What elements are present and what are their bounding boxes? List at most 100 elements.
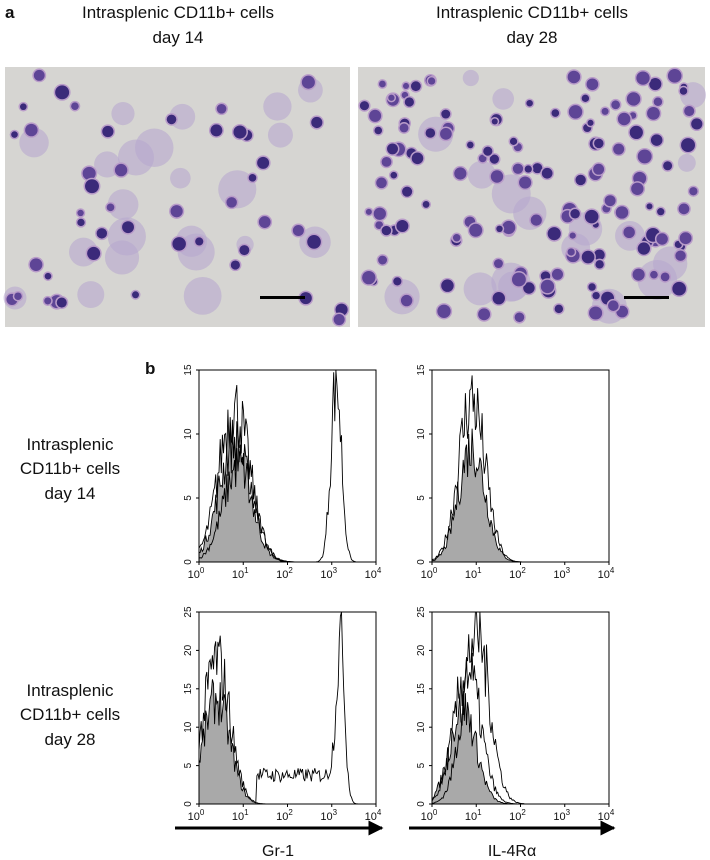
nucleus <box>502 220 516 235</box>
x-tick-label: 102 <box>276 808 293 823</box>
x-tick-label: 100 <box>421 566 438 581</box>
nucleus <box>540 279 555 294</box>
tick-base: 10 <box>188 811 200 823</box>
nucleus <box>595 260 604 269</box>
nucleus <box>20 103 27 111</box>
nucleus <box>387 143 398 155</box>
nucleus <box>301 75 315 89</box>
nucleus <box>656 233 668 245</box>
nucleus <box>77 218 85 227</box>
nucleus <box>592 291 600 300</box>
nucleus <box>637 242 651 255</box>
nucleus <box>441 109 451 119</box>
y-tick-label: 15 <box>183 364 194 376</box>
nucleus <box>469 223 483 237</box>
tick-base: 10 <box>320 569 332 581</box>
nucleus <box>667 69 682 83</box>
nucleus <box>230 260 240 270</box>
y-tick-label: 10 <box>183 428 194 440</box>
nucleus <box>233 125 247 139</box>
nucleus <box>691 118 703 130</box>
nucleus <box>623 226 635 239</box>
tick-base: 10 <box>276 811 288 823</box>
tick-exponent: 2 <box>521 808 526 817</box>
nucleus <box>601 107 609 115</box>
y-tick-label: 0 <box>183 559 194 565</box>
x-tick-label: 102 <box>276 566 293 581</box>
nucleus <box>77 209 84 217</box>
nucleus <box>679 232 692 245</box>
nucleus <box>632 268 645 281</box>
nucleus <box>613 143 625 155</box>
nucleus <box>375 221 384 229</box>
nucleus <box>494 259 503 269</box>
nucleus <box>568 105 583 119</box>
nucleus <box>411 152 424 165</box>
tick-base: 10 <box>365 569 377 581</box>
nucleus <box>393 277 402 286</box>
row-label: CD11b+ cells <box>20 705 120 724</box>
nucleus <box>675 250 686 261</box>
nucleus <box>82 166 96 180</box>
tick-exponent: 1 <box>477 566 482 575</box>
nucleus <box>646 203 653 210</box>
y-tick-label: 5 <box>183 762 194 768</box>
nucleus <box>399 123 409 133</box>
tick-exponent: 0 <box>433 566 438 575</box>
tick-exponent: 2 <box>521 566 526 575</box>
image-title: Intrasplenic CD11b+ cells <box>82 3 274 22</box>
histogram-outline <box>198 611 376 805</box>
histogram-filled <box>198 419 376 563</box>
x-tick-label: 104 <box>365 808 382 823</box>
x-tick-label: 100 <box>188 566 205 581</box>
nucleus <box>381 225 392 236</box>
y-tick-label: 15 <box>183 683 194 695</box>
nucleus <box>650 270 658 279</box>
nucleus <box>333 314 345 326</box>
tick-base: 10 <box>276 569 288 581</box>
histogram-outline <box>198 369 376 563</box>
nucleus <box>132 291 139 299</box>
nucleus <box>647 107 660 120</box>
nucleus <box>374 126 383 135</box>
smudge <box>135 128 174 168</box>
nucleus <box>631 182 644 195</box>
smudge <box>263 92 292 121</box>
smudge <box>170 167 191 189</box>
x-tick-label: 102 <box>509 808 526 823</box>
y-tick-label: 5 <box>183 495 194 501</box>
nucleus <box>226 197 237 208</box>
y-tick-label: 5 <box>416 495 427 501</box>
x-tick-label: 101 <box>465 566 482 581</box>
micrographs <box>3 67 706 327</box>
nucleus <box>584 209 599 224</box>
histogram-filled <box>431 428 609 563</box>
panel-label: a <box>5 3 15 22</box>
nucleus <box>437 304 451 318</box>
nucleus <box>689 187 698 196</box>
nucleus <box>402 186 413 197</box>
tick-exponent: 4 <box>377 566 382 575</box>
nucleus <box>396 219 409 232</box>
x-tick-label: 103 <box>320 808 337 823</box>
nucleus <box>492 292 505 305</box>
histogram-filled <box>431 691 609 805</box>
nucleus <box>87 246 101 260</box>
nucleus <box>170 205 183 218</box>
y-tick-label: 20 <box>416 644 427 656</box>
x-tick-label: 101 <box>232 566 249 581</box>
tick-base: 10 <box>365 811 377 823</box>
smudge <box>677 153 696 172</box>
tick-base: 10 <box>232 569 244 581</box>
nucleus <box>629 125 643 140</box>
nucleus <box>626 92 641 106</box>
nucleus <box>490 170 504 183</box>
nucleus <box>404 97 414 107</box>
row-label: Intrasplenic <box>27 435 114 454</box>
nucleus <box>588 283 596 291</box>
y-tick-label: 5 <box>416 762 427 768</box>
smudge <box>467 160 496 189</box>
x-tick-label: 104 <box>365 566 382 581</box>
nucleus <box>379 80 386 88</box>
